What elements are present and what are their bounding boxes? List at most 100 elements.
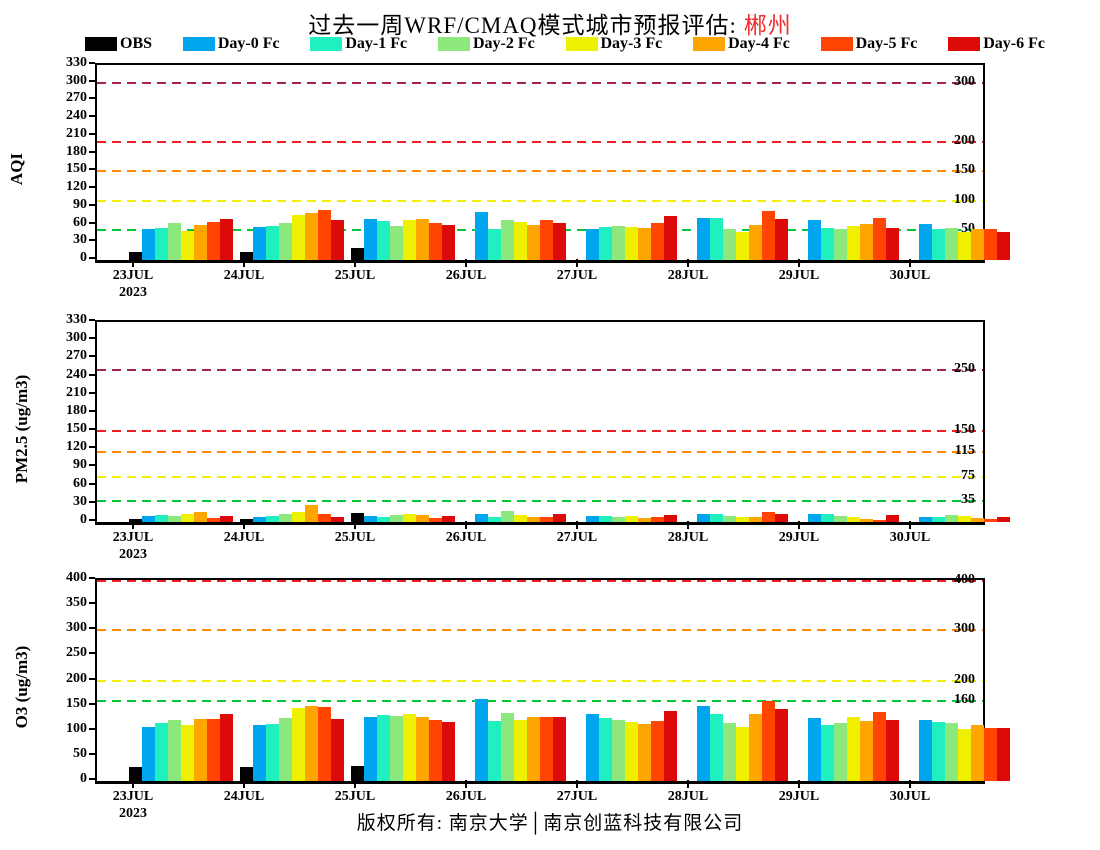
y-tick-label: 60 xyxy=(73,475,87,491)
y-tick-mark xyxy=(89,677,95,680)
bar-day-5-fc-29jul xyxy=(873,712,886,781)
bar-day-4-fc-29jul xyxy=(860,721,873,781)
y-tick-label: 50 xyxy=(73,745,87,761)
y-tick-label: 210 xyxy=(66,125,87,141)
y-tick-mark xyxy=(89,602,95,605)
y-tick-mark xyxy=(89,132,95,135)
legend-swatch-icon xyxy=(565,37,598,51)
bar-day-0-fc-28jul xyxy=(697,218,710,260)
bar-day-0-fc-23jul xyxy=(142,229,155,260)
reference-line-label: 300 xyxy=(954,73,975,89)
bar-day-1-fc-29jul xyxy=(821,724,834,781)
bar-day-3-fc-28jul xyxy=(736,517,749,522)
reference-line-label: 400 xyxy=(954,572,975,587)
bar-obs-23jul xyxy=(129,251,142,260)
x-tick-label-27jul: 27JUL xyxy=(556,530,598,545)
y-tick-mark xyxy=(89,62,95,64)
bar-day-3-fc-23jul xyxy=(181,725,194,781)
y-tick-mark xyxy=(89,500,95,503)
panel-pm25: PM2.5 (ug/m3) 35 75 115 150 250 0 30 60 90 120 15… xyxy=(0,312,1100,562)
bar-day-0-fc-29jul xyxy=(808,514,821,522)
bar-day-5-fc-26jul xyxy=(540,716,553,781)
y-tick-mark xyxy=(89,79,95,82)
x-tick-mark xyxy=(576,259,578,267)
bar-day-6-fc-27jul xyxy=(664,514,677,522)
bar-day-4-fc-26jul xyxy=(527,224,540,260)
bar-day-3-fc-26jul xyxy=(514,719,527,781)
y-tick-mark xyxy=(89,391,95,394)
bar-day-2-fc-24jul xyxy=(279,223,292,260)
bar-day-0-fc-27jul xyxy=(586,714,599,781)
legend-swatch-icon xyxy=(310,37,343,51)
bar-day-0-fc-23jul xyxy=(142,726,155,781)
bar-day-0-fc-30jul xyxy=(919,719,932,781)
x-tick-label-30jul: 30JUL xyxy=(889,530,931,545)
bar-day-0-fc-23jul xyxy=(142,515,155,522)
bar-day-3-fc-28jul xyxy=(736,727,749,781)
bar-day-5-fc-26jul xyxy=(540,516,553,522)
bar-day-5-fc-27jul xyxy=(651,516,664,522)
bar-day-2-fc-23jul xyxy=(168,719,181,781)
x-tick-label-26jul: 26JUL xyxy=(445,789,487,804)
y-tick-label: 90 xyxy=(73,457,87,473)
x-tick-label-24jul: 24JUL xyxy=(223,789,265,804)
y-tick-mark xyxy=(89,115,95,118)
bar-day-3-fc-27jul xyxy=(625,515,638,522)
bar-day-3-fc-29jul xyxy=(847,225,860,260)
x-tick-mark xyxy=(465,780,467,788)
y-tick-mark xyxy=(89,150,95,153)
x-tick-label-27jul: 27JUL xyxy=(556,268,598,283)
bar-day-2-fc-29jul xyxy=(834,515,847,522)
bar-day-2-fc-26jul xyxy=(501,511,514,522)
y-tick-label: 120 xyxy=(66,439,87,455)
bar-day-4-fc-26jul xyxy=(527,517,540,522)
y-tick-label: 210 xyxy=(66,384,87,400)
y-tick-label: 400 xyxy=(66,570,87,585)
bar-day-0-fc-24jul xyxy=(253,725,266,781)
y-tick-label: 240 xyxy=(66,108,87,124)
o3-plot-area: 160 200 300 400 xyxy=(95,572,1010,784)
bar-obs-24jul xyxy=(240,767,253,781)
bar-day-5-fc-25jul xyxy=(429,518,442,522)
y-tick-label: 150 xyxy=(66,161,87,177)
x-tick-mark xyxy=(798,259,800,267)
x-tick-label-27jul: 27JUL xyxy=(556,789,598,804)
bar-day-3-fc-25jul xyxy=(403,514,416,522)
y-tick-label: 250 xyxy=(66,645,87,661)
legend-swatch-icon xyxy=(948,37,981,51)
x-tick-mark xyxy=(354,780,356,788)
bar-day-2-fc-29jul xyxy=(834,229,847,260)
bar-obs-23jul xyxy=(129,767,142,781)
bar-day-1-fc-27jul xyxy=(599,226,612,260)
bar-obs-23jul xyxy=(129,519,142,522)
legend-label: Day-6 Fc xyxy=(983,35,1045,52)
bar-day-5-fc-23jul xyxy=(207,719,220,781)
bar-day-4-fc-28jul xyxy=(749,225,762,260)
y-tick-mark xyxy=(89,373,95,376)
bar-day-1-fc-27jul xyxy=(599,515,612,522)
bar-day-6-fc-25jul xyxy=(442,515,455,522)
y-tick-label: 90 xyxy=(73,196,87,212)
bar-day-5-fc-24jul xyxy=(318,209,331,260)
x-tick-label-25jul: 25JUL xyxy=(334,268,376,283)
bar-day-3-fc-24jul xyxy=(292,707,305,781)
panel-o3: O3 (ug/m3) 160 200 300 400 0 50 100 150 200 250 3… xyxy=(0,570,1100,821)
bar-day-3-fc-27jul xyxy=(625,226,638,260)
y-tick-label: 270 xyxy=(66,90,87,106)
reference-line-150 xyxy=(97,430,983,433)
y-tick-label: 350 xyxy=(66,595,87,611)
y-tick-label: 30 xyxy=(73,493,87,509)
x-tick-label-29jul: 29JUL xyxy=(778,789,820,804)
y-tick-mark xyxy=(89,778,95,780)
bar-day-2-fc-23jul xyxy=(168,515,181,522)
page-title: 过去一周WRF/CMAQ模式城市预报评估: 郴州 xyxy=(0,6,1100,40)
bar-day-6-fc-24jul xyxy=(331,516,344,522)
y-tick-mark xyxy=(89,482,95,485)
reference-line-label: 150 xyxy=(954,162,975,178)
bar-day-6-fc-29jul xyxy=(886,720,899,781)
bar-day-4-fc-25jul xyxy=(416,218,429,260)
legend-label: Day-4 Fc xyxy=(728,35,790,52)
x-tick-label-23jul: 23JUL 2023 xyxy=(112,530,154,562)
y-tick-label: 300 xyxy=(66,620,87,636)
